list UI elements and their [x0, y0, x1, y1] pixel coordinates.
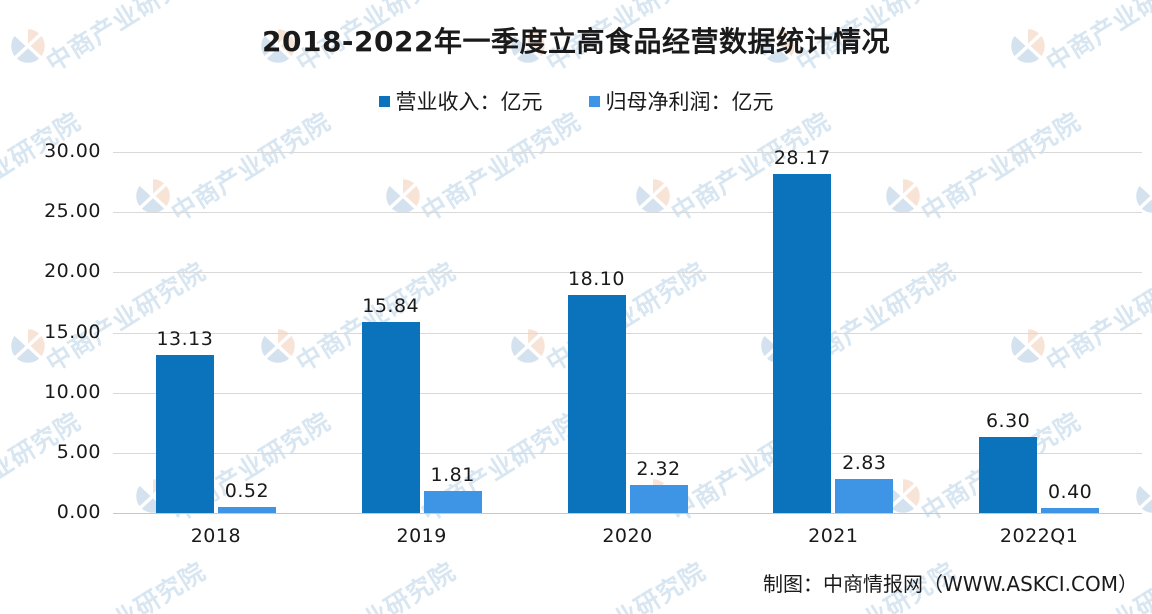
gridline [113, 332, 1142, 334]
bar-value-label: 28.17 [773, 147, 831, 170]
bar-value-label: 6.30 [985, 410, 1031, 433]
bar-value-label: 2.83 [842, 451, 887, 474]
legend-label-profit: 归母净利润：亿元 [605, 90, 774, 114]
bar-value-label: 18.10 [568, 268, 625, 291]
x-axis-tick-label: 2019 [396, 525, 447, 547]
bar-profit-2021[interactable] [835, 478, 894, 513]
bar-value-label: 1.81 [430, 464, 475, 487]
legend-item-profit[interactable]: 归母净利润：亿元 [588, 86, 774, 116]
gridline [113, 212, 1142, 214]
x-axis-tick-label: 2020 [602, 525, 653, 547]
bar-profit-2022Q1[interactable] [1041, 508, 1100, 513]
chart-source-note: 制图：中商情报网（WWW.ASKCI.COM） [763, 572, 1138, 596]
gridline [113, 392, 1142, 394]
bar-revenue-2020[interactable] [567, 295, 626, 513]
legend-swatch-revenue [378, 95, 390, 107]
bar-value-label: 2.32 [636, 458, 681, 481]
chart-legend: 营业收入：亿元 归母净利润：亿元 [0, 86, 1152, 116]
bar-profit-2018[interactable] [217, 506, 276, 513]
gridline [113, 152, 1142, 153]
y-axis-tick-label: 10.00 [44, 380, 101, 403]
y-axis-tick-label: 0.00 [56, 501, 101, 523]
bar-value-label: 13.13 [156, 328, 214, 350]
y-axis-tick-label: 30.00 [44, 140, 101, 162]
bar-value-label: 15.84 [362, 295, 420, 318]
gridline [113, 452, 1142, 454]
y-axis-tick-label: 25.00 [44, 200, 101, 223]
bar-profit-2019[interactable] [423, 491, 482, 513]
gridline [113, 513, 1142, 514]
y-axis-tick-label: 5.00 [56, 440, 101, 463]
bar-value-label: 0.40 [1047, 481, 1093, 504]
x-axis-tick-label: 2021 [808, 525, 859, 547]
bar-value-label: 0.52 [224, 479, 270, 502]
legend-label-revenue: 营业收入：亿元 [395, 90, 543, 114]
x-axis-tick-label: 2022Q1 [999, 525, 1079, 547]
y-axis-tick-label: 20.00 [44, 260, 101, 283]
bar-profit-2020[interactable] [629, 485, 688, 513]
legend-swatch-profit [588, 95, 600, 107]
bar-revenue-2022Q1[interactable] [979, 437, 1038, 513]
gridline [113, 272, 1142, 274]
x-axis-tick-label: 2018 [190, 525, 242, 547]
y-axis-tick-label: 15.00 [44, 320, 101, 343]
legend-item-revenue[interactable]: 营业收入：亿元 [378, 86, 543, 116]
